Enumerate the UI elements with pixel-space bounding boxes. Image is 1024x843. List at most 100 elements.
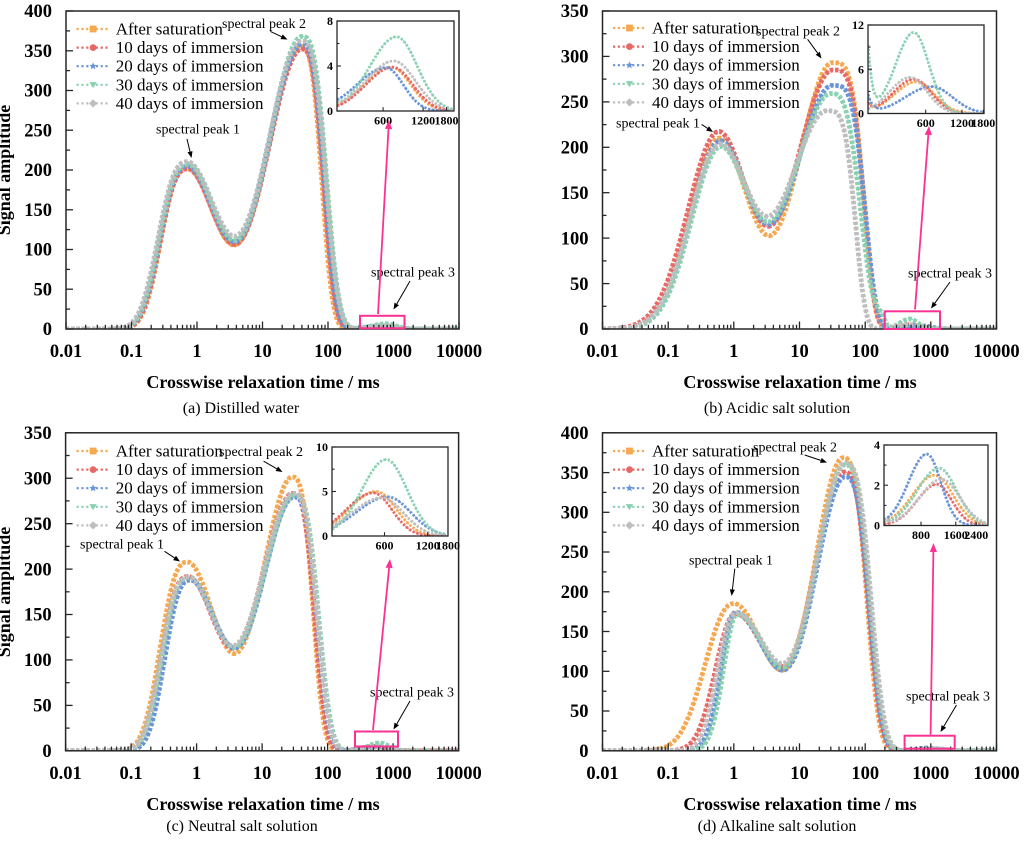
svg-text:100: 100 [24,241,52,261]
svg-text:1000: 1000 [375,342,412,362]
svg-text:4: 4 [874,438,880,452]
svg-text:10 days of immersion: 10 days of immersion [116,460,264,479]
svg-text:0.1: 0.1 [657,764,680,784]
svg-text:1: 1 [729,342,738,362]
svg-text:After saturation: After saturation [116,20,224,39]
svg-text:0.01: 0.01 [49,764,81,784]
svg-text:250: 250 [24,121,52,141]
svg-text:20 days of immersion: 20 days of immersion [652,56,800,75]
svg-text:(a) Distilled water: (a) Distilled water [183,400,300,417]
svg-text:Crosswise relaxation time / ms: Crosswise relaxation time / ms [683,794,916,814]
svg-text:200: 200 [24,560,52,580]
svg-text:1200: 1200 [416,539,440,553]
svg-text:10 days of immersion: 10 days of immersion [652,460,800,479]
svg-text:spectral peak 2: spectral peak 2 [219,445,303,460]
svg-text:10: 10 [790,764,809,784]
svg-text:spectral peak 2: spectral peak 2 [222,17,306,32]
svg-text:After saturation: After saturation [652,442,760,461]
svg-text:100: 100 [314,764,342,784]
svg-text:250: 250 [561,543,589,563]
svg-text:30 days of immersion: 30 days of immersion [652,497,800,516]
svg-text:Crosswise relaxation time / ms: Crosswise relaxation time / ms [146,794,379,814]
svg-text:4: 4 [327,59,333,73]
svg-text:0: 0 [322,529,328,543]
svg-text:0: 0 [42,742,51,762]
svg-text:250: 250 [24,515,52,535]
svg-text:300: 300 [24,82,52,102]
svg-text:350: 350 [24,42,52,62]
svg-text:100: 100 [561,229,589,249]
svg-text:(c) Neutral salt solution: (c) Neutral salt solution [166,818,318,835]
svg-text:spectral peak 3: spectral peak 3 [371,266,455,281]
svg-text:0: 0 [874,519,880,533]
svg-text:300: 300 [24,469,52,489]
svg-text:50: 50 [33,697,52,717]
svg-text:100: 100 [851,342,879,362]
svg-text:(d) Alkaline salt solution: (d) Alkaline salt solution [698,818,857,835]
svg-text:Signal amplitude: Signal amplitude [0,527,14,658]
svg-text:40 days of immersion: 40 days of immersion [652,93,800,112]
svg-text:spectral peak 3: spectral peak 3 [370,686,454,701]
svg-text:50: 50 [570,275,589,295]
svg-text:spectral peak 1: spectral peak 1 [80,538,164,553]
svg-text:40 days of immersion: 40 days of immersion [116,516,264,535]
svg-text:30 days of immersion: 30 days of immersion [116,75,264,94]
svg-text:10000: 10000 [973,764,1019,784]
svg-text:spectral peak 3: spectral peak 3 [906,690,990,705]
svg-text:6: 6 [858,63,864,77]
svg-text:30 days of immersion: 30 days of immersion [652,74,800,93]
svg-text:0: 0 [579,742,588,762]
svg-text:Crosswise relaxation time / ms: Crosswise relaxation time / ms [146,372,379,392]
svg-text:150: 150 [561,623,589,643]
svg-text:0.01: 0.01 [586,342,618,362]
svg-text:10000: 10000 [435,764,481,784]
svg-text:0: 0 [327,104,333,118]
svg-text:20 days of immersion: 20 days of immersion [652,479,800,498]
svg-text:1000: 1000 [912,764,949,784]
svg-text:(b) Acidic salt solution: (b) Acidic salt solution [704,400,850,417]
svg-text:350: 350 [24,424,52,444]
svg-text:1600: 1600 [944,528,968,542]
svg-text:50: 50 [34,280,53,300]
svg-text:After saturation: After saturation [116,442,224,461]
svg-text:8: 8 [327,14,333,28]
svg-text:200: 200 [561,583,589,603]
svg-text:0.01: 0.01 [586,764,618,784]
svg-text:spectral peak 3: spectral peak 3 [908,267,992,282]
svg-text:100: 100 [314,342,342,362]
svg-text:0: 0 [579,320,588,340]
svg-text:350: 350 [561,464,589,484]
svg-text:40 days of immersion: 40 days of immersion [116,94,264,113]
svg-text:0: 0 [43,320,52,340]
svg-text:10 days of immersion: 10 days of immersion [652,37,800,56]
svg-text:300: 300 [561,48,589,68]
svg-text:1: 1 [192,342,201,362]
svg-text:600: 600 [917,116,935,130]
svg-text:20 days of immersion: 20 days of immersion [116,57,264,76]
svg-text:1: 1 [729,764,738,784]
svg-text:Signal amplitude: Signal amplitude [0,105,14,236]
svg-text:1800: 1800 [435,114,459,128]
svg-text:40 days of immersion: 40 days of immersion [652,516,800,535]
svg-text:100: 100 [24,651,52,671]
svg-text:200: 200 [24,161,52,181]
svg-text:1200: 1200 [411,114,435,128]
svg-text:1800: 1800 [971,116,995,130]
svg-text:1000: 1000 [375,764,412,784]
svg-text:0.1: 0.1 [120,764,143,784]
svg-text:10: 10 [253,764,272,784]
svg-text:10000: 10000 [973,342,1019,362]
svg-text:400: 400 [561,424,589,444]
svg-text:150: 150 [561,184,589,204]
svg-text:250: 250 [561,93,589,113]
svg-text:10: 10 [253,342,272,362]
svg-text:100: 100 [561,663,589,683]
svg-text:800: 800 [912,528,930,542]
svg-text:spectral peak 1: spectral peak 1 [689,554,773,569]
svg-text:2400: 2400 [964,528,988,542]
svg-text:400: 400 [24,2,52,22]
svg-text:5: 5 [322,485,328,499]
svg-text:0.01: 0.01 [50,342,82,362]
svg-text:spectral peak 1: spectral peak 1 [156,123,240,138]
svg-text:10: 10 [790,342,809,362]
